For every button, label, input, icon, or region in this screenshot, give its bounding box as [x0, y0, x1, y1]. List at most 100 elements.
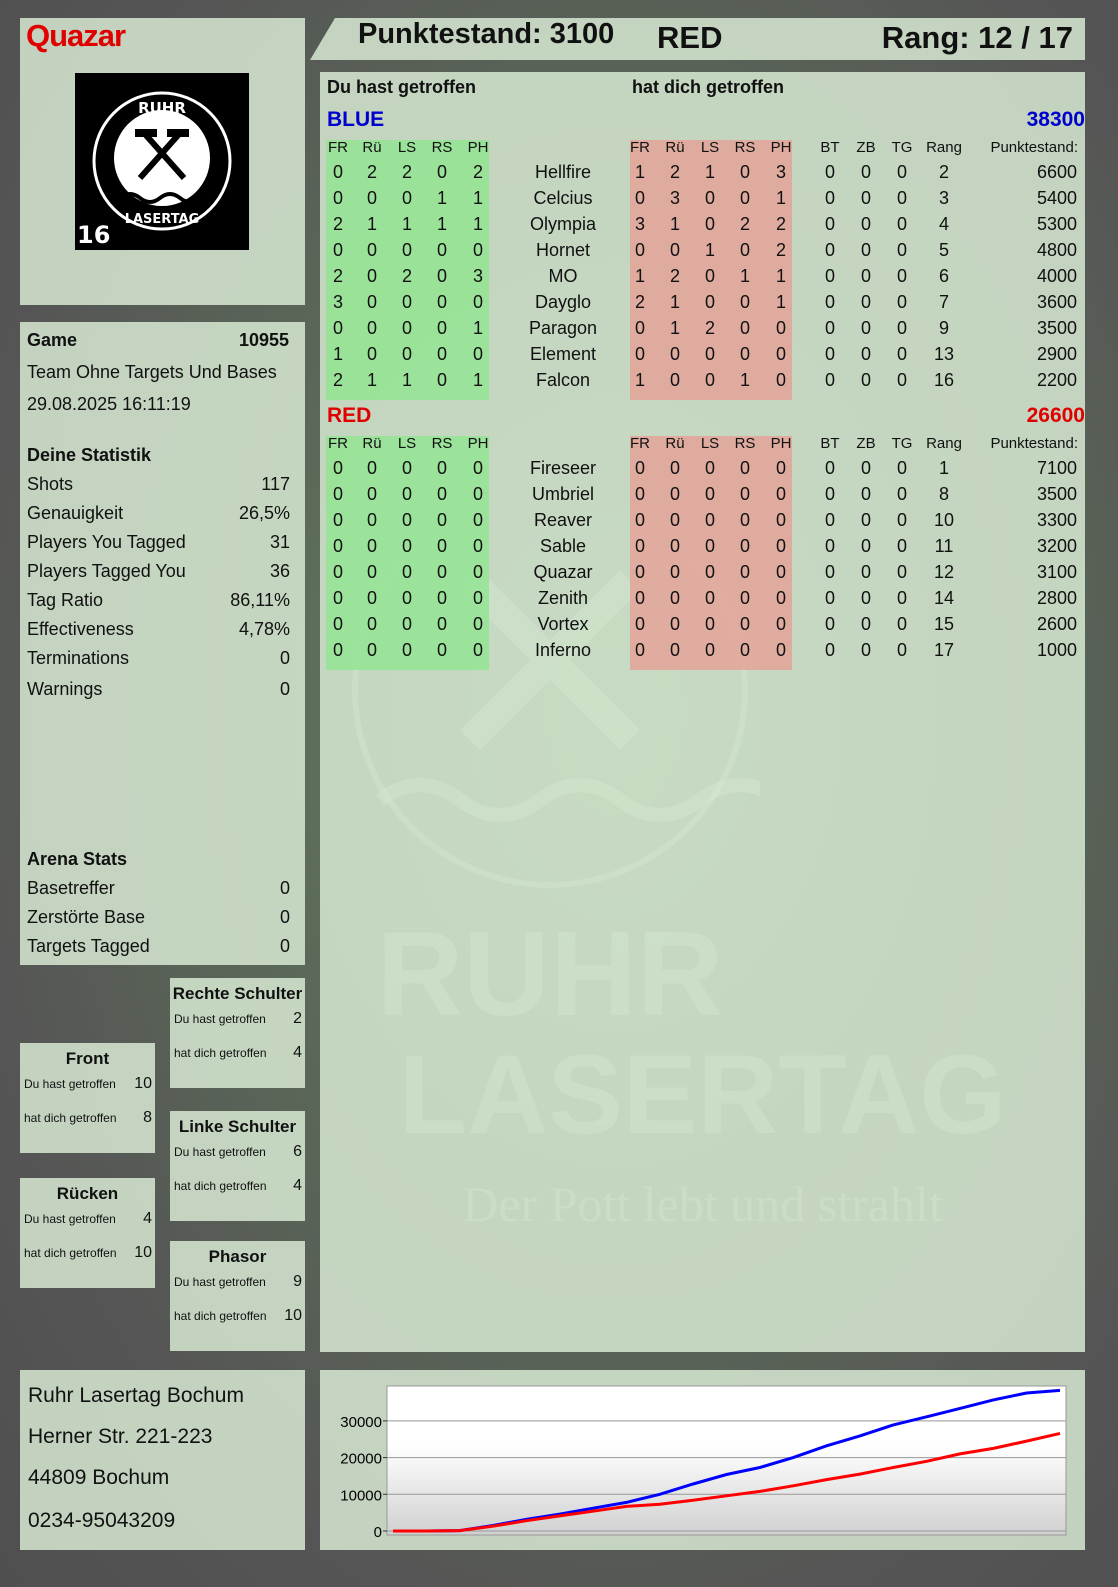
svg-text:16: 16	[77, 221, 110, 249]
got-count: 3	[669, 188, 680, 208]
got-count: 0	[669, 370, 680, 390]
arena-title: Arena Stats	[27, 849, 128, 869]
got-count: 0	[775, 318, 786, 338]
column-header: RS	[431, 435, 453, 452]
extra-stat: 5	[938, 240, 949, 260]
zone-title: Rechte Schulter	[172, 984, 303, 1003]
zone-hit-label: Du hast getroffen	[24, 1077, 116, 1091]
stat-label: Tag Ratio	[27, 590, 104, 610]
extra-stat: 0	[824, 344, 835, 364]
got-count: 1	[669, 318, 680, 338]
extra-stat: 16	[933, 370, 955, 390]
address-line: Ruhr Lasertag Bochum	[28, 1384, 244, 1407]
hit-count: 1	[472, 370, 483, 390]
column-header: BT	[820, 435, 840, 452]
ruhr-lasertag-logo-icon: RUHR LASERTAG 16	[75, 73, 249, 250]
extra-stat: 0	[824, 214, 835, 234]
player-name: Zenith	[537, 588, 589, 608]
hit-count: 1	[472, 318, 483, 338]
got-count: 0	[669, 614, 680, 634]
hit-count: 0	[401, 510, 412, 530]
extra-stat: 0	[896, 458, 907, 478]
got-title: hat dich getroffen	[632, 77, 784, 97]
hit-count: 0	[436, 318, 447, 338]
got-count: 0	[775, 510, 786, 530]
zone-title: Front	[65, 1049, 110, 1068]
got-count: 0	[739, 510, 750, 530]
column-header: LS	[700, 139, 720, 156]
hit-count: 2	[366, 162, 377, 182]
hit-count: 0	[401, 640, 412, 660]
extra-stat: 0	[860, 318, 871, 338]
zone-hit-label: Du hast getroffen	[174, 1145, 266, 1159]
stat-label: Warnings	[27, 679, 103, 699]
hit-count: 2	[401, 162, 412, 182]
extra-stat: 0	[860, 614, 871, 634]
player-score: 4000	[1036, 266, 1077, 286]
hit-count: 0	[366, 292, 377, 312]
hit-count: 0	[472, 292, 483, 312]
hit-count: 0	[436, 240, 447, 260]
got-count: 0	[634, 240, 645, 260]
hit-count: 2	[332, 370, 343, 390]
got-count: 1	[634, 370, 645, 390]
got-block	[630, 436, 792, 670]
hit-count: 0	[401, 614, 412, 634]
extra-stat: 17	[933, 640, 955, 660]
hit-count: 0	[401, 484, 412, 504]
hit-count: 0	[401, 344, 412, 364]
got-count: 1	[704, 240, 715, 260]
hit-zone-linke-schulter: Linke Schulter Du hast getroffen 6 hat dich…	[170, 1111, 305, 1221]
arena-stat-label: Targets Tagged	[27, 936, 150, 956]
hit-count: 0	[332, 536, 343, 556]
hit-count: 1	[366, 370, 377, 390]
extra-stat: 9	[938, 318, 949, 338]
got-count: 1	[775, 292, 786, 312]
hit-zone-phasor: Phasor Du hast getroffen 9 hat dich getroff…	[170, 1241, 305, 1351]
hit-count: 0	[332, 640, 343, 660]
stat-value: 0	[279, 679, 290, 699]
extra-stat: 0	[824, 588, 835, 608]
header-bar	[310, 18, 1085, 60]
extra-stat: 0	[896, 536, 907, 556]
stat-value: 26,5%	[238, 503, 290, 523]
hit-count: 0	[472, 640, 483, 660]
extra-stat: 0	[860, 344, 871, 364]
extra-stat: 0	[824, 162, 835, 182]
hit-count: 1	[472, 188, 483, 208]
got-count: 0	[775, 640, 786, 660]
extra-stat: 0	[896, 188, 907, 208]
column-header: TG	[891, 435, 913, 452]
got-count: 2	[704, 318, 715, 338]
player-name: Fireseer	[529, 458, 596, 478]
player-name: Reaver	[533, 510, 593, 530]
got-count: 1	[634, 266, 645, 286]
series-line-1	[393, 1431, 1061, 1533]
extra-stat: 11	[934, 536, 954, 556]
hit-count: 0	[472, 510, 483, 530]
got-count: 0	[669, 510, 680, 530]
hit-count: 0	[366, 640, 377, 660]
hit-count: 0	[436, 588, 447, 608]
extra-stat: 0	[824, 614, 835, 634]
extra-stat: 0	[860, 640, 871, 660]
got-count: 0	[704, 588, 715, 608]
player-score: 2600	[1036, 614, 1077, 634]
hit-count: 0	[401, 318, 412, 338]
stat-value: 4,78%	[238, 619, 290, 639]
hit-count: 1	[436, 188, 447, 208]
zone-hit-value: 2	[293, 1010, 302, 1027]
score-chart: 0 10000 20000 30000	[340, 1385, 1067, 1541]
player-score: 2900	[1036, 344, 1077, 364]
player-name: Inferno	[534, 640, 592, 660]
address-line: 44809 Bochum	[28, 1466, 170, 1489]
stat-label: Terminations	[27, 648, 130, 668]
player-score: 6600	[1036, 162, 1077, 182]
got-count: 0	[634, 344, 645, 364]
got-count: 0	[704, 292, 715, 312]
hit-count: 0	[401, 292, 412, 312]
stat-value: 117	[261, 474, 290, 494]
extra-stat: 0	[896, 162, 907, 182]
extra-stat: 0	[824, 458, 835, 478]
got-count: 1	[739, 266, 750, 286]
